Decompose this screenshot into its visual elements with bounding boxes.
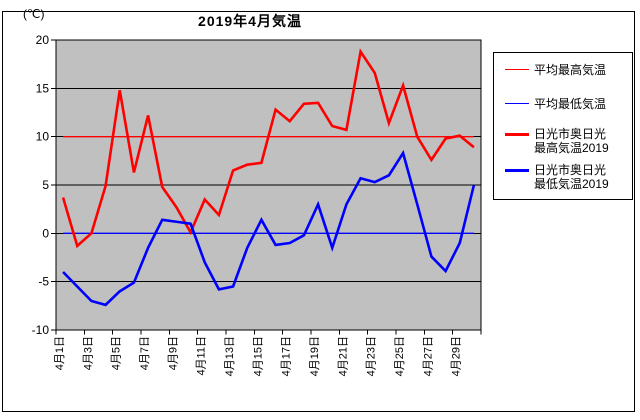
x-axis-label: 4月17日	[281, 336, 293, 376]
legend-label: 最高気温2019	[534, 141, 609, 155]
chart-title: 2019年4月気温	[198, 13, 302, 29]
legend-label: 平均最低気温	[534, 97, 607, 111]
max-2019-line-sample	[505, 133, 529, 136]
avg-max-line-sample	[505, 69, 529, 70]
series-line	[62, 149, 476, 307]
x-axis-label: 4月21日	[337, 336, 349, 376]
y-axis-unit-label: (℃)	[23, 7, 45, 21]
series-line	[61, 48, 475, 249]
y-axis-label: 5	[42, 178, 49, 192]
x-axis-label: 4月23日	[366, 336, 378, 376]
legend-item-avg-max: 平均最高気温	[503, 63, 632, 77]
x-axis-label: 4月27日	[422, 336, 434, 376]
avg-min-line-sample	[505, 103, 529, 104]
y-axis-label: -10	[32, 323, 50, 337]
x-axis-label: 4月5日	[111, 336, 123, 370]
y-axis-label: 15	[36, 81, 50, 95]
y-axis-label: 0	[42, 226, 49, 240]
x-axis-label: 4月13日	[224, 336, 236, 376]
y-axis-label: -5	[38, 275, 49, 289]
x-axis-label: 4月9日	[167, 336, 179, 370]
x-axis-label: 4月11日	[196, 336, 208, 376]
x-axis-label: 4月3日	[82, 336, 94, 370]
legend-label: 平均最高気温	[534, 63, 607, 77]
x-axis-label: 4月29日	[451, 336, 463, 376]
x-axis-label: 4月15日	[252, 336, 264, 376]
legend: 平均最高気温 平均最低気温 日光市奥日光 最高気温2019 日光市奥日光 最低気…	[493, 52, 633, 200]
legend-item-avg-min: 平均最低気温	[503, 97, 632, 111]
legend-item-min-2019: 日光市奥日光 最低気温2019	[503, 163, 632, 191]
x-axis-label: 4月25日	[394, 336, 406, 376]
legend-label: 最低気温2019	[534, 177, 609, 191]
x-axis-label: 4月7日	[139, 336, 151, 370]
min-2019-line-sample	[505, 169, 529, 172]
x-axis-label: 4月1日	[54, 336, 66, 370]
legend-label: 日光市奥日光	[534, 163, 607, 177]
legend-label: 日光市奥日光	[534, 127, 607, 141]
y-axis-label: 20	[36, 33, 50, 47]
legend-item-max-2019: 日光市奥日光 最高気温2019	[503, 127, 632, 155]
x-axis-label: 4月19日	[309, 336, 321, 376]
y-axis-label: 10	[36, 130, 50, 144]
